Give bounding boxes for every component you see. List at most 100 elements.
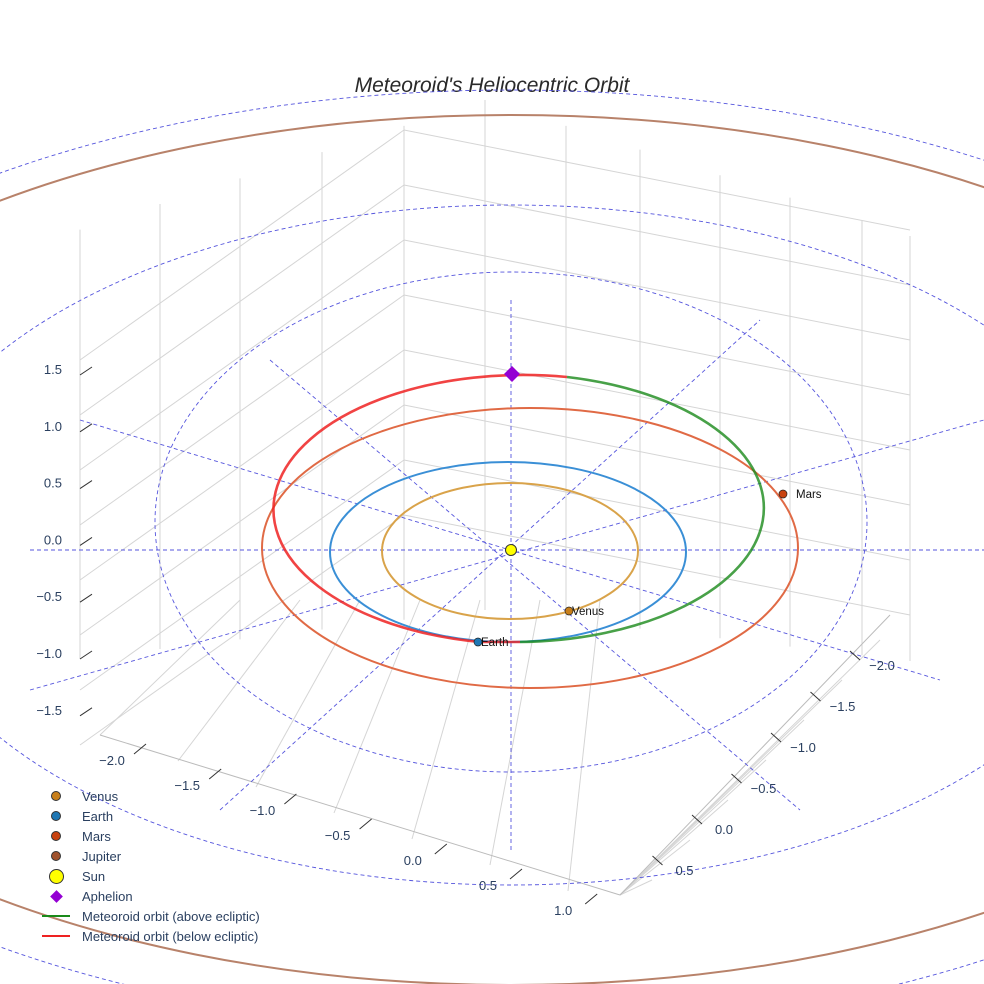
- legend-item[interactable]: Earth: [38, 806, 260, 826]
- planet-earth: [473, 637, 483, 647]
- y-tick-label: −1.0: [790, 740, 816, 755]
- y-tick-label: 0.0: [715, 822, 733, 837]
- grid-line: [403, 239, 911, 341]
- ecliptic-ring: [154, 271, 868, 773]
- x-tick-mark: [434, 843, 448, 855]
- legend-label: Jupiter: [82, 848, 122, 864]
- orbits: [0, 114, 984, 984]
- grid-line: [333, 599, 421, 814]
- legend-dot-icon: [38, 791, 74, 801]
- x-tick-mark: [208, 768, 222, 780]
- tick-labels: 1.5 1.0 0.5 0.0 −0.5 −1.0 −1.5 −2.0 −1.5 −1.0 −0.5…: [36, 362, 895, 918]
- planet-venus: [564, 606, 574, 616]
- grid-line: [79, 129, 405, 361]
- z-tick-mark: [79, 707, 93, 717]
- orbit-jupiter: [0, 114, 984, 984]
- legend-item[interactable]: Meteoroid orbit (above ecliptic): [38, 906, 260, 926]
- grid-line: [255, 599, 361, 788]
- x-tick-mark: [584, 893, 598, 905]
- axis-line: [619, 614, 891, 896]
- legend-item[interactable]: Sun: [38, 866, 260, 886]
- planet-label: Venus: [572, 606, 604, 618]
- z-tick-label: 1.0: [44, 419, 62, 434]
- z-tick-label: −1.5: [36, 703, 62, 718]
- legend: Venus Earth Mars Jupiter Sun Aphelion Meteoroi…: [38, 786, 260, 946]
- grid-line: [619, 839, 691, 896]
- ecliptic-radial: [219, 319, 761, 811]
- grid-line: [403, 184, 911, 286]
- grid-line: [79, 349, 405, 581]
- grid-line: [619, 879, 653, 896]
- y-tick-label: −0.5: [751, 781, 777, 796]
- grid-line: [403, 129, 911, 231]
- sun-marker: [505, 544, 517, 556]
- legend-sun-icon: [38, 868, 74, 884]
- y-tick-mark: [691, 814, 703, 825]
- legend-label: Meteoroid orbit (below ecliptic): [82, 928, 259, 944]
- legend-dot-icon: [38, 831, 74, 841]
- grid-line: [403, 294, 911, 396]
- legend-label: Mars: [82, 828, 111, 844]
- x-tick-mark: [284, 793, 297, 805]
- ecliptic-radial: [29, 419, 984, 691]
- z-tick-label: −0.5: [36, 589, 62, 604]
- z-tick-mark: [79, 366, 93, 376]
- y-tick-mark: [731, 773, 742, 784]
- y-tick-mark: [849, 650, 861, 661]
- legend-label: Sun: [82, 868, 106, 884]
- legend-label: Earth: [82, 808, 114, 824]
- grid-line: [79, 239, 405, 471]
- grid-line: [489, 599, 541, 866]
- x-tick-label: 0.0: [404, 853, 422, 868]
- grid-line: [79, 294, 405, 526]
- legend-diamond-icon: [38, 889, 74, 903]
- ecliptic-ring: [0, 89, 984, 984]
- legend-dot-icon: [38, 811, 74, 821]
- orbit-venus: [381, 482, 639, 620]
- grid-line: [403, 459, 911, 561]
- y-tick-label: −2.0: [869, 658, 895, 673]
- grid-line: [79, 184, 405, 416]
- y-tick-mark: [652, 855, 663, 866]
- orbit-mars: [261, 407, 799, 689]
- grid-line: [567, 599, 601, 892]
- grid-line: [403, 404, 911, 506]
- planet-label: Mars: [796, 489, 822, 501]
- legend-label: Venus: [82, 788, 119, 804]
- x-tick-label: −1.0: [250, 803, 276, 818]
- y-tick-mark: [770, 732, 782, 743]
- meteoroid-orbit-above: [519, 375, 766, 644]
- legend-item[interactable]: Meteoroid orbit (below ecliptic): [38, 926, 260, 946]
- legend-line-icon: [38, 915, 74, 917]
- z-tick-label: 0.5: [44, 476, 62, 491]
- grid-line: [99, 599, 241, 736]
- y-tick-label: −1.5: [830, 699, 856, 714]
- z-tick-mark: [79, 650, 93, 660]
- grid-line: [403, 514, 911, 616]
- z-tick-mark: [79, 480, 93, 490]
- z-tick-label: 0.0: [44, 532, 62, 547]
- legend-label: Meteoroid orbit (above ecliptic): [82, 908, 260, 924]
- grid-line: [403, 349, 911, 451]
- z-tick-label: 1.5: [44, 362, 62, 377]
- meteoroid-orbit-below: [272, 373, 568, 644]
- legend-item[interactable]: Jupiter: [38, 846, 260, 866]
- chart-title: Meteoroid's Heliocentric Orbit: [354, 74, 630, 97]
- legend-item[interactable]: Aphelion: [38, 886, 260, 906]
- markers: Venus Earth Mars: [473, 366, 822, 649]
- grid-line: [619, 799, 729, 896]
- x-tick-mark: [133, 743, 147, 755]
- grid-line: [79, 404, 405, 636]
- grid-line: [79, 459, 405, 691]
- grid-line: [619, 719, 805, 896]
- legend-item[interactable]: Mars: [38, 826, 260, 846]
- planet-label: Earth: [481, 637, 509, 649]
- x-tick-label: −0.5: [325, 828, 351, 843]
- x-tick-mark: [509, 868, 523, 880]
- legend-label: Aphelion: [82, 888, 133, 904]
- z-tick-mark: [79, 423, 93, 433]
- x-tick-label: −1.5: [174, 778, 200, 793]
- planet-mars: [778, 489, 788, 499]
- legend-item[interactable]: Venus: [38, 786, 260, 806]
